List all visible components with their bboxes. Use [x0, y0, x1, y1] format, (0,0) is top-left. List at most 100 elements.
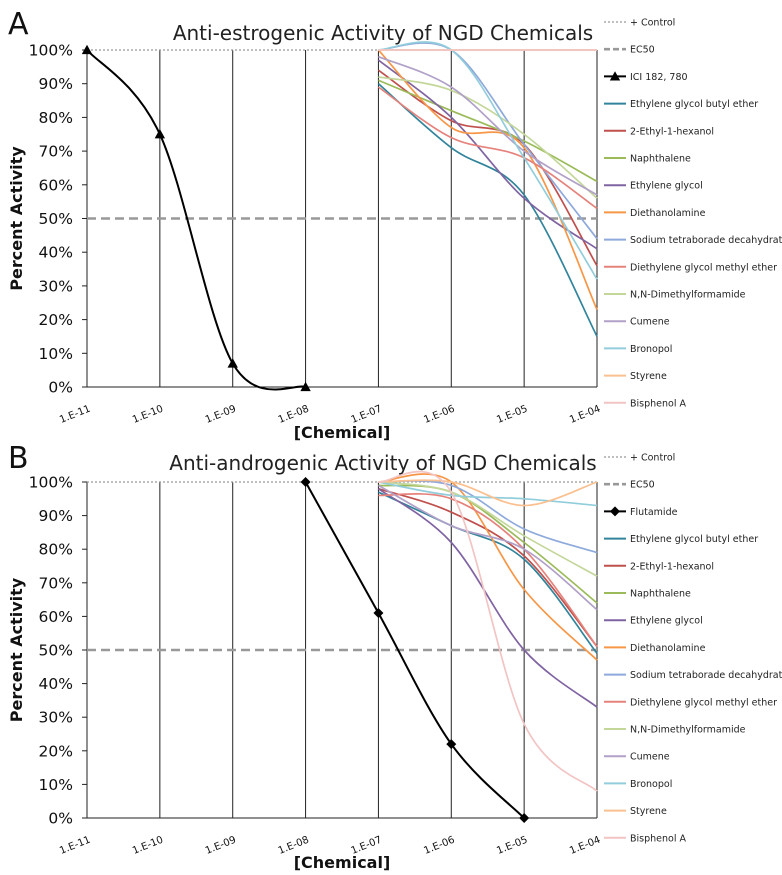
y-tick-label: 80% — [39, 109, 73, 127]
legend-label: Ethylene glycol — [630, 181, 703, 192]
legend-item-diethanolamine: Diethanolamine — [604, 208, 706, 219]
legend-label: N,N-Dimethylformamide — [630, 725, 746, 736]
panel-letter: B — [8, 441, 29, 476]
legend-item-n-n-dimethylformamide: N,N-Dimethylformamide — [604, 725, 746, 736]
legend-label: Bronopol — [630, 779, 672, 790]
legend-item-naphthalene: Naphthalene — [604, 154, 691, 165]
y-tick-label: 40% — [39, 244, 73, 262]
legend-item-ethylene-glycol-butyl-ether: Ethylene glycol butyl ether — [604, 534, 758, 545]
data-point-marker — [446, 739, 457, 750]
series-line-sodium-tetraborade-decahydrate — [378, 42, 598, 240]
data-point-marker — [300, 477, 311, 487]
legend-item-sodium-tetraborade-decahydrate: Sodium tetraborade decahydrate — [604, 235, 782, 246]
legend-label: Flutamide — [630, 507, 678, 518]
legend-label: + Control — [630, 18, 675, 29]
legend-item-ici-182-780: ICI 182, 780 — [604, 71, 688, 83]
legend-label: Naphthalene — [630, 589, 691, 600]
legend-label: Ethylene glycol — [630, 616, 703, 627]
panel-b: B Anti-androgenic Activity of NGD Chemica… — [7, 441, 782, 872]
x-tick-label: 1.E-09 — [204, 404, 238, 426]
legend-label: Bronopol — [630, 344, 672, 355]
legend-item-diethanolamine: Diethanolamine — [604, 643, 706, 654]
y-tick-label: 10% — [39, 345, 73, 363]
legend-label: Diethylene glycol methyl ether — [630, 697, 777, 708]
x-tick-label: 1.E-04 — [568, 404, 602, 426]
legend-item-diethylene-glycol-methyl-ether: Diethylene glycol methyl ether — [604, 697, 777, 708]
series-line-flutamide — [304, 481, 525, 819]
panel-a: A Anti-estrogenic Activity of NGD Chemica… — [7, 7, 782, 442]
series-line-ethylene-glycol — [377, 488, 598, 708]
legend-label: ICI 182, 780 — [630, 72, 688, 83]
series-line-naphthalene — [378, 484, 598, 604]
x-tick-label: 1.E-09 — [204, 835, 238, 857]
legend-label: Diethanolamine — [630, 643, 706, 654]
legend-label: 2-Ethyl-1-hexanol — [630, 561, 714, 572]
legend-item-control: + Control — [604, 18, 675, 29]
y-tick-label: 60% — [39, 176, 73, 194]
series-line-bisphenol-a — [378, 470, 598, 792]
legend-item-sodium-tetraborade-decahydrate: Sodium tetraborade decahydrate — [604, 670, 782, 681]
y-tick-label: 40% — [39, 675, 73, 693]
legend-label: Diethylene glycol methyl ether — [630, 262, 777, 273]
legend-label: + Control — [630, 453, 675, 464]
data-point-marker — [300, 381, 311, 392]
series-line-2-ethyl-1-hexanol — [377, 69, 598, 267]
legend-label: EC50 — [630, 480, 655, 491]
legend-label: Naphthalene — [630, 154, 691, 165]
y-tick-label: 90% — [39, 75, 73, 93]
legend-item-styrene: Styrene — [604, 806, 667, 817]
data-point-marker — [373, 608, 384, 619]
series-group — [87, 470, 598, 823]
legend-label: N,N-Dimethylformamide — [630, 290, 746, 301]
legend-item-styrene: Styrene — [604, 371, 667, 382]
legend-label: Bisphenol A — [630, 398, 686, 409]
legend-label: Bisphenol A — [630, 833, 686, 844]
x-tick-label: 1.E-10 — [131, 835, 165, 857]
legend-item-cumene: Cumene — [604, 752, 670, 763]
series-line-ici-182-780 — [86, 49, 306, 391]
y-tick-label: 0% — [48, 379, 73, 397]
legend-label: Diethanolamine — [630, 208, 706, 219]
series-line-ethylene-glycol-butyl-ether — [378, 491, 598, 654]
legend-item-ec50: EC50 — [604, 480, 655, 491]
legend-label: Sodium tetraborade decahydrate — [630, 235, 782, 246]
series-line-cumene — [377, 484, 598, 611]
series-line-diethanolamine — [377, 49, 598, 310]
series-line-2-ethyl-1-hexanol — [378, 487, 598, 648]
x-tick-label: 1.E-11 — [58, 835, 92, 857]
legend-item-naphthalene: Naphthalene — [604, 589, 691, 600]
chart-title: Anti-androgenic Activity of NGD Chemical… — [169, 451, 596, 475]
legend-label: Cumene — [630, 752, 670, 763]
legend-item-diethylene-glycol-methyl-ether: Diethylene glycol methyl ether — [604, 262, 777, 273]
legend-item-bronopol: Bronopol — [604, 344, 672, 355]
legend-item-2-ethyl-1-hexanol: 2-Ethyl-1-hexanol — [604, 561, 714, 572]
y-tick-label: 100% — [29, 42, 73, 60]
y-axis-label: Percent Activity — [7, 146, 26, 291]
x-tick-label: 1.E-06 — [422, 835, 456, 857]
series-line-n-n-dimethylformamide — [378, 76, 598, 199]
data-point-marker — [519, 813, 530, 823]
y-tick-label: 10% — [39, 776, 73, 794]
x-tick-label: 1.E-05 — [495, 404, 529, 426]
legend-label: Cumene — [630, 317, 670, 328]
legend-item-bronopol: Bronopol — [604, 779, 672, 790]
legend-marker — [610, 506, 620, 517]
y-tick-label: 20% — [39, 311, 73, 329]
y-tick-label: 70% — [39, 143, 73, 161]
y-tick-label: 50% — [39, 210, 73, 228]
legend-item-bisphenol-a: Bisphenol A — [604, 833, 686, 844]
legend-item-2-ethyl-1-hexanol: 2-Ethyl-1-hexanol — [604, 126, 714, 137]
x-axis-label: [Chemical] — [294, 423, 391, 442]
legend-item-ethylene-glycol: Ethylene glycol — [604, 616, 703, 627]
y-tick-label: 70% — [39, 574, 73, 592]
y-tick-label: 20% — [39, 742, 73, 760]
x-tick-label: 1.E-04 — [568, 835, 602, 857]
chart-title: Anti-estrogenic Activity of NGD Chemical… — [173, 21, 593, 45]
y-tick-label: 30% — [39, 709, 73, 727]
legend-label: 2-Ethyl-1-hexanol — [630, 126, 714, 137]
y-axis-label: Percent Activity — [7, 577, 26, 722]
legend-item-bisphenol-a: Bisphenol A — [604, 398, 686, 409]
legend-label: Styrene — [630, 371, 667, 382]
legend: + Control EC50 Flutamide Ethylene glycol bu… — [604, 453, 782, 844]
